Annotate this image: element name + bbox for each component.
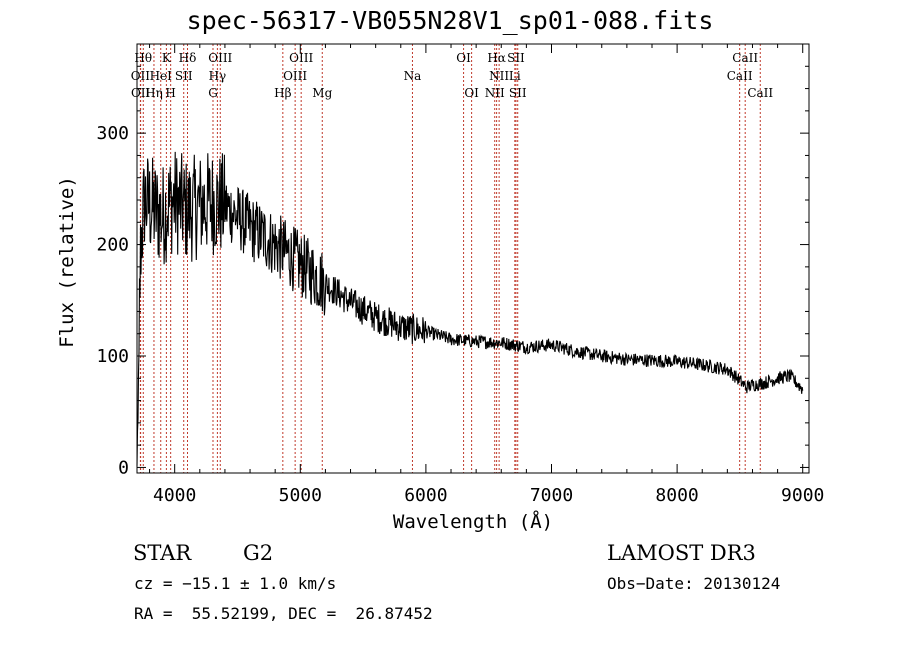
spectral-line-label: Hα (487, 51, 506, 65)
redshift-velocity: cz = −15.1 ± 1.0 km/s (134, 574, 337, 593)
spectral-line-label: SII (175, 69, 193, 83)
spectral-line-label: Mg (312, 86, 332, 100)
x-axis-ticks: 4000 5000 6000 7000 8000 9000 (149, 44, 824, 506)
x-tick-label: 5000 (279, 485, 322, 506)
spectral-line-label: Hδ (179, 51, 197, 65)
spectral-line-label: HeI (150, 69, 173, 83)
spectral-line-label: Hβ (274, 86, 291, 100)
coordinates: RA = 55.52199, DEC = 26.87452 (134, 604, 433, 623)
spectral-line-label: Hθ (134, 51, 152, 65)
y-tick-label: 300 (96, 123, 129, 144)
survey-name: LAMOST DR3 (607, 541, 756, 565)
spectral-line-label: K (162, 51, 172, 65)
y-tick-label: 0 (118, 457, 129, 478)
spectral-line-label: OII (131, 86, 151, 100)
spectral-line-label: OIII (283, 69, 307, 83)
x-axis-label: Wavelength (Å) (393, 510, 553, 533)
plot-frame (136, 43, 810, 474)
spectral-line-label: CaII (732, 51, 758, 65)
spectral-line-label: OI (464, 86, 479, 100)
y-tick-label: 200 (96, 235, 129, 256)
spectral-line-markers (139, 44, 761, 473)
object-subclass: G2 (243, 541, 274, 565)
x-tick-label: 6000 (404, 485, 447, 506)
x-tick-label: 4000 (153, 485, 196, 506)
spectral-line-label: Hη (145, 86, 163, 100)
spectral-line-label: CaII (727, 69, 753, 83)
spectral-line-label: Na (404, 69, 422, 83)
spectral-line-label: OI (456, 51, 471, 65)
x-tick-label: 9000 (781, 485, 824, 506)
observation-date: Obs−Date: 20130124 (607, 574, 781, 593)
spectral-line-label: Li (509, 69, 521, 83)
spectral-line-label: NII (485, 86, 505, 100)
y-axis-label: Flux (relative) (56, 176, 78, 348)
spectral-line-label: SII (509, 86, 527, 100)
object-class: STAR (133, 541, 192, 565)
spectral-line-label: NII (489, 69, 509, 83)
flux-series-line (136, 151, 804, 466)
spectral-line-label: OIII (208, 51, 232, 65)
y-tick-label: 100 (96, 346, 129, 367)
spectral-line-label: Hγ (209, 69, 227, 83)
spectral-line-label: SII (507, 51, 525, 65)
spectral-line-label: H (165, 86, 175, 100)
spectral-line-label: CaII (747, 86, 773, 100)
chart-title: spec-56317-VB055N28V1_sp01-088.fits (186, 6, 714, 35)
x-tick-label: 7000 (530, 485, 573, 506)
x-tick-label: 8000 (655, 485, 698, 506)
spectral-line-label: G (208, 86, 218, 100)
spectral-line-label: OII (131, 69, 151, 83)
y-axis-ticks: 0 100 200 300 (96, 65, 809, 478)
spectral-line-label: OIII (289, 51, 313, 65)
